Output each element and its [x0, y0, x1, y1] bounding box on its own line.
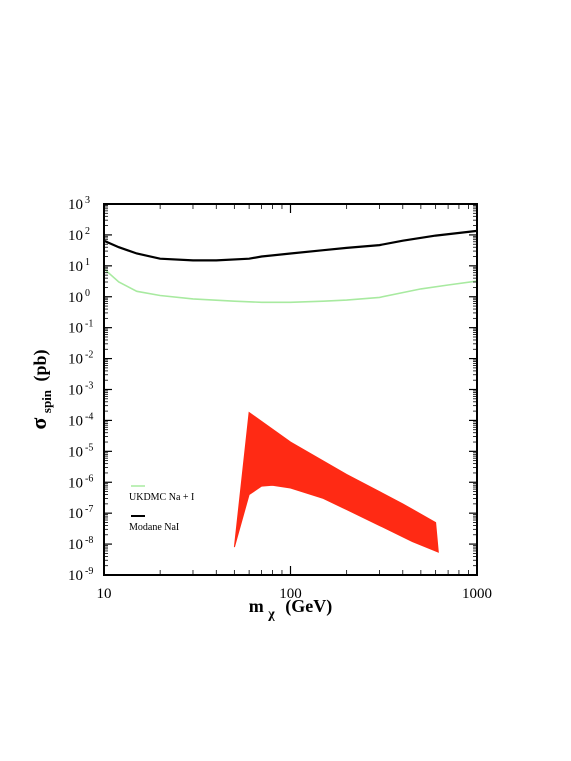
- y-axis-title-rest: (pb): [30, 349, 51, 381]
- y-axis-title-group: σ spin (pb): [26, 349, 55, 429]
- y-tick-label: 10 1: [68, 257, 90, 275]
- y-tick-label-base: 10: [68, 413, 83, 429]
- y-tick-label-base: 10: [68, 290, 83, 306]
- y-tick-label: 10 2: [68, 226, 90, 244]
- y-tick-label: 10 -6: [68, 473, 93, 491]
- y-tick-label: 10 -9: [68, 566, 93, 584]
- y-tick-label-base: 10: [68, 228, 83, 244]
- series-line-modane-nai: [103, 229, 478, 262]
- series-line-ukdmc-na-i: [103, 268, 478, 304]
- allowed-region-band: [233, 411, 439, 553]
- y-tick-label-exponent: -2: [85, 350, 93, 361]
- y-tick-label-exponent: -1: [85, 319, 93, 330]
- x-tick-label: 10: [97, 586, 112, 602]
- y-tick-label: 10 3: [68, 195, 90, 213]
- y-tick-label-base: 10: [68, 321, 83, 337]
- y-tick-label-base: 10: [68, 444, 83, 460]
- y-tick-label-base: 10: [68, 197, 83, 213]
- y-tick-label-exponent: -8: [85, 535, 93, 546]
- y-tick-label-base: 10: [68, 475, 83, 491]
- y-tick-label-exponent: -5: [85, 442, 93, 453]
- y-tick-label-exponent: 3: [85, 195, 90, 206]
- legend-label: Modane NaI: [129, 522, 179, 533]
- x-axis-title: m χ (GeV): [249, 596, 332, 622]
- x-axis-title-rest: (GeV): [285, 596, 332, 617]
- y-tick-label-base: 10: [68, 259, 83, 275]
- x-tick-label: 1000: [462, 586, 492, 602]
- y-tick-label-exponent: -7: [85, 504, 93, 515]
- x-axis-ticks: 10 100 1000: [97, 204, 492, 602]
- y-tick-label: 10 -3: [68, 381, 93, 399]
- y-tick-label: 10 -4: [68, 411, 93, 429]
- y-tick-label: 10 -1: [68, 319, 93, 337]
- y-tick-label-exponent: 2: [85, 226, 90, 237]
- y-tick-label-base: 10: [68, 383, 83, 399]
- y-axis-title: σ spin (pb): [26, 349, 55, 429]
- x-axis-title-sub: χ: [267, 607, 275, 622]
- y-tick-label-base: 10: [68, 506, 83, 522]
- y-tick-label-exponent: 0: [85, 288, 90, 299]
- y-tick-label-exponent: -6: [85, 473, 93, 484]
- y-tick-label-base: 10: [68, 568, 83, 584]
- x-axis-title-main: m: [249, 596, 264, 616]
- y-tick-label-base: 10: [68, 537, 83, 553]
- legend: UKDMC Na + I Modane NaI: [129, 485, 194, 533]
- y-axis-title-main: σ: [26, 418, 51, 430]
- y-tick-label: 10 0: [68, 288, 90, 306]
- series-layer: [103, 229, 478, 304]
- y-tick-label-exponent: -9: [85, 566, 93, 577]
- red-band-layer: [233, 411, 439, 553]
- y-tick-label: 10 -8: [68, 535, 93, 553]
- y-tick-label-base: 10: [68, 352, 83, 368]
- y-tick-label-exponent: -3: [85, 381, 93, 392]
- y-tick-label-exponent: -4: [85, 411, 93, 422]
- y-tick-label: 10 -5: [68, 442, 93, 460]
- y-axis-title-sub: spin: [39, 389, 54, 413]
- y-tick-label: 10 -7: [68, 504, 93, 522]
- y-tick-label-exponent: 1: [85, 257, 90, 268]
- legend-label: UKDMC Na + I: [129, 492, 194, 503]
- x-tick-label: 100: [279, 586, 302, 602]
- y-tick-label: 10 -2: [68, 350, 93, 368]
